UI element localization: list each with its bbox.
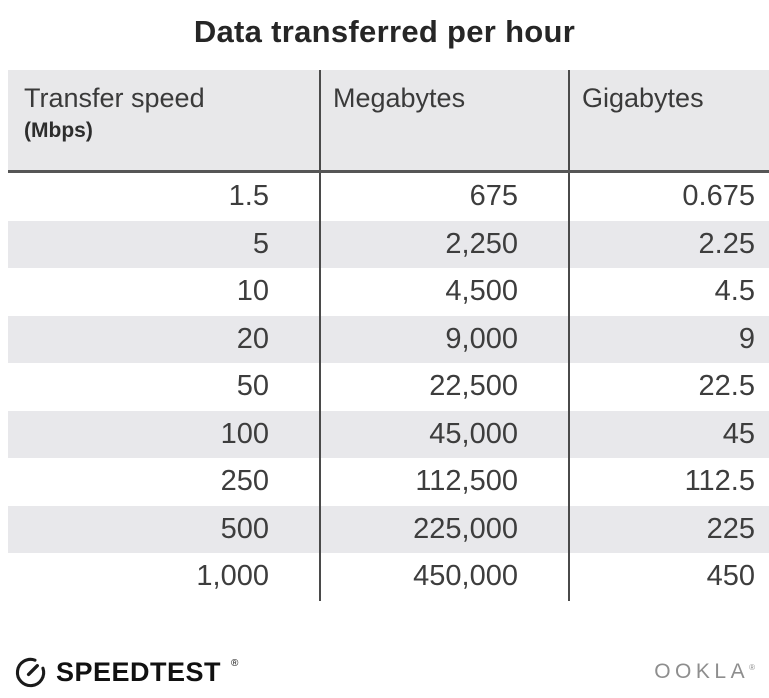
cell: 2,250 [319, 220, 569, 268]
cell: 20 [8, 315, 320, 363]
cell: 450,000 [319, 553, 569, 601]
registered-trademark-icon: ® [231, 657, 239, 669]
cell: 1,000 [8, 553, 320, 601]
col-header-subtitle: (Mbps) [24, 119, 93, 143]
cell: 45 [568, 410, 769, 458]
cell: 4,500 [319, 268, 569, 316]
data-table: Transfer speed (Mbps) Megabytes Gigabyte… [8, 70, 769, 601]
cell: 100 [8, 410, 320, 458]
col-header-title: Megabytes [333, 83, 466, 113]
speedometer-gauge-icon [15, 657, 46, 687]
cell: 22,500 [319, 363, 569, 411]
cell: 9 [568, 315, 769, 363]
col-header-megabytes: Megabytes [319, 70, 569, 173]
cell: 1.5 [8, 171, 320, 221]
cell: 112.5 [568, 458, 769, 506]
cell: 50 [8, 363, 320, 411]
cell: 675 [319, 171, 569, 221]
cell: 250 [8, 458, 320, 506]
table-row: 50 22,500 22.5 [8, 363, 769, 411]
table-row: 500 225,000 225 [8, 505, 769, 553]
cell: 45,000 [319, 410, 569, 458]
cell: 112,500 [319, 458, 569, 506]
cell: 4.5 [568, 268, 769, 316]
cell: 10 [8, 268, 320, 316]
col-header-title: Transfer speed [24, 83, 205, 113]
col-header-transfer-speed: Transfer speed (Mbps) [8, 70, 320, 173]
ookla-wordmark: OOKLA [654, 660, 750, 683]
cell: 5 [8, 220, 320, 268]
speedtest-logo: SPEEDTEST ® [14, 656, 239, 689]
cell: 500 [8, 505, 320, 553]
table-row: 100 45,000 45 [8, 410, 769, 458]
table-row: 1,000 450,000 450 [8, 553, 769, 601]
table-header: Transfer speed (Mbps) Megabytes Gigabyte… [8, 70, 769, 173]
footer: SPEEDTEST ® OOKLA® [14, 652, 755, 692]
table-row: 5 2,250 2.25 [8, 220, 769, 268]
cell: 2.25 [568, 220, 769, 268]
table-row: 20 9,000 9 [8, 315, 769, 363]
ookla-logo: OOKLA® [654, 660, 755, 684]
page-title: Data transferred per hour [193, 14, 576, 49]
table-row: 10 4,500 4.5 [8, 268, 769, 316]
cell: 22.5 [568, 363, 769, 411]
table-row: 1.5 675 0.675 [8, 171, 769, 221]
table-row: 250 112,500 112.5 [8, 458, 769, 506]
header-row: Transfer speed (Mbps) Megabytes Gigabyte… [8, 70, 769, 173]
cell: 225,000 [319, 505, 569, 553]
col-header-title: Gigabytes [582, 83, 704, 113]
cell: 225 [568, 505, 769, 553]
table-body: 1.5 675 0.675 5 2,250 2.25 10 4,500 4.5 20 9,000 9 5… [8, 171, 769, 601]
cell: 0.675 [568, 171, 769, 221]
cell: 450 [568, 553, 769, 601]
cell: 9,000 [319, 315, 569, 363]
speedtest-wordmark: SPEEDTEST [56, 656, 222, 687]
registered-trademark-icon: ® [749, 663, 755, 672]
col-header-gigabytes: Gigabytes [568, 70, 769, 173]
